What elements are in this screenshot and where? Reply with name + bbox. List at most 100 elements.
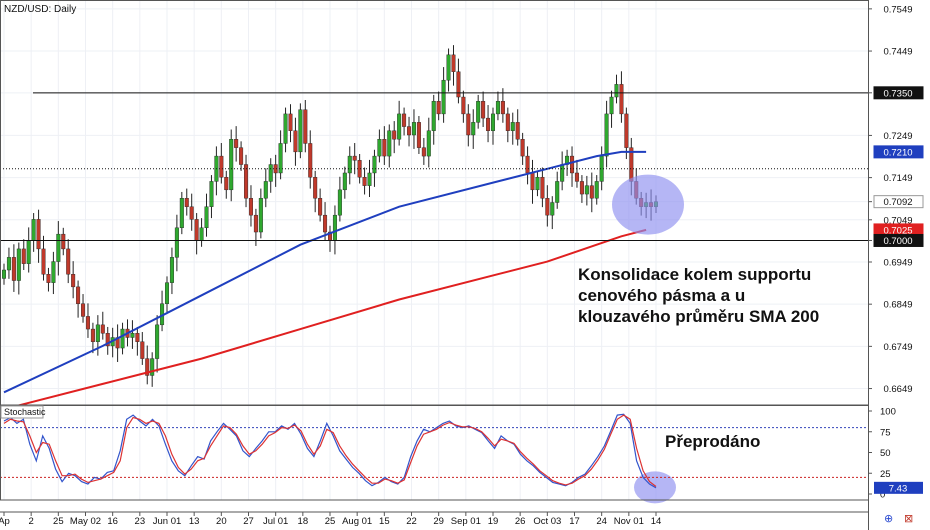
sma-blue-line [3,150,647,394]
candle-body [56,233,61,262]
candle-body [85,316,90,330]
stoch-tick-label: 0 [880,490,885,501]
candle-body [100,324,105,334]
x-tick-label: 27 [243,516,254,527]
candle-body [323,214,328,233]
y-tick-label: 0.7049 [883,215,912,226]
candle-body [21,248,26,264]
symbol-label: NZD/USD: Daily [4,4,76,15]
stoch-k-line [3,413,657,489]
candle-body [278,143,283,174]
annotation-line-3: klouzavého průměru SMA 200 [578,307,820,326]
candle-body [51,261,56,283]
candle-body [466,113,471,136]
candle-body [313,176,318,199]
candle-body [382,139,387,157]
stoch-label-box: Stochastic [0,405,46,419]
x-tick-label: 15 [379,516,390,527]
main-panel-frame [0,0,869,406]
candle-body [258,198,263,233]
panel-frames [0,0,869,530]
stoch-tick-label: 75 [880,427,891,438]
x-tick-label: 26 [515,516,526,527]
x-tick-label: Sep 01 [451,516,481,527]
x-tick-label: 24 [596,516,607,527]
candle-body [11,257,16,281]
moving-averages [3,150,647,411]
stoch-d-line [3,414,657,487]
close-icon: ⊠ [904,512,913,525]
candle-body [298,109,303,153]
candle-body [288,113,293,131]
stoch-tick-label: 50 [880,448,891,459]
price-label-bg [873,145,924,159]
candle-body [150,358,155,376]
x-tick-label: Ap [0,516,10,527]
candle-body [584,185,589,195]
candle-body [332,214,337,241]
candle-body [594,181,599,199]
candle-body [397,113,402,140]
candle-body [495,101,500,115]
candle-body [609,96,614,115]
candle-body [624,113,629,148]
candle-body [486,117,491,131]
stochastic-lines [0,413,868,489]
price-label: 0.7092 [883,197,912,208]
candle-body [145,358,150,376]
y-tick-label: 0.6949 [883,257,912,268]
candle-body [81,303,86,317]
link-icon: ⊕ [884,512,893,525]
price-label: 0.7350 [883,88,912,99]
x-axis-ticks: Ap 2 25 May 02 16 23 Jun 01 13 20 27 Jul 01 18 25 Aug… [0,512,661,527]
candle-body [2,269,6,279]
stoch-label: Stochastic [4,407,46,417]
sma-200-line [3,228,647,411]
candle-body [392,130,397,140]
candle-body [71,274,76,288]
x-tick-label: Aug 01 [342,516,372,527]
candle-body [90,328,95,342]
x-tick-label: 25 [325,516,336,527]
candle-body [555,181,560,203]
candle-body [303,109,308,144]
candle-body [402,113,407,127]
candle-body [342,172,347,191]
x-tick-label: 23 [135,516,146,527]
y-tick-label: 0.6849 [883,300,912,311]
y-tick-label: 0.6649 [883,384,912,395]
stoch-value-bg [874,481,923,494]
candle-body [510,122,515,131]
x-tick-label: Nov 01 [614,516,644,527]
candle-body [589,185,594,199]
stoch-tick-label: 100 [880,407,896,418]
y-tick-label: 0.7549 [883,4,912,15]
stoch-tick-label: 25 [880,469,891,480]
candle-body [614,84,619,98]
candle-body [619,84,624,115]
y-tick-label: 0.6749 [883,342,912,353]
candle-body [436,101,441,115]
candle-body [36,219,41,250]
y-tick-label: 0.7149 [883,173,912,184]
candle-body [407,126,412,136]
candle-body [6,257,11,271]
price-label: 0.7025 [883,225,912,236]
price-label: 0.7000 [883,236,912,247]
candle-body [337,189,342,216]
candle-body [308,143,313,178]
horizontal-levels [0,92,868,241]
chart-toolbar-icons[interactable]: ⊕ ⊠ [884,512,913,525]
candle-body [179,198,184,229]
candle-body [199,227,204,241]
candle-body [540,176,545,199]
annotation-line-2: cenového pásma a u [578,286,746,305]
candle-body [570,155,575,174]
candle-body [362,176,367,186]
candle-body [426,130,431,157]
candle-body [204,206,209,229]
x-tick-label: 22 [406,516,417,527]
candle-body [174,227,179,258]
x-tick-label: 29 [433,516,444,527]
